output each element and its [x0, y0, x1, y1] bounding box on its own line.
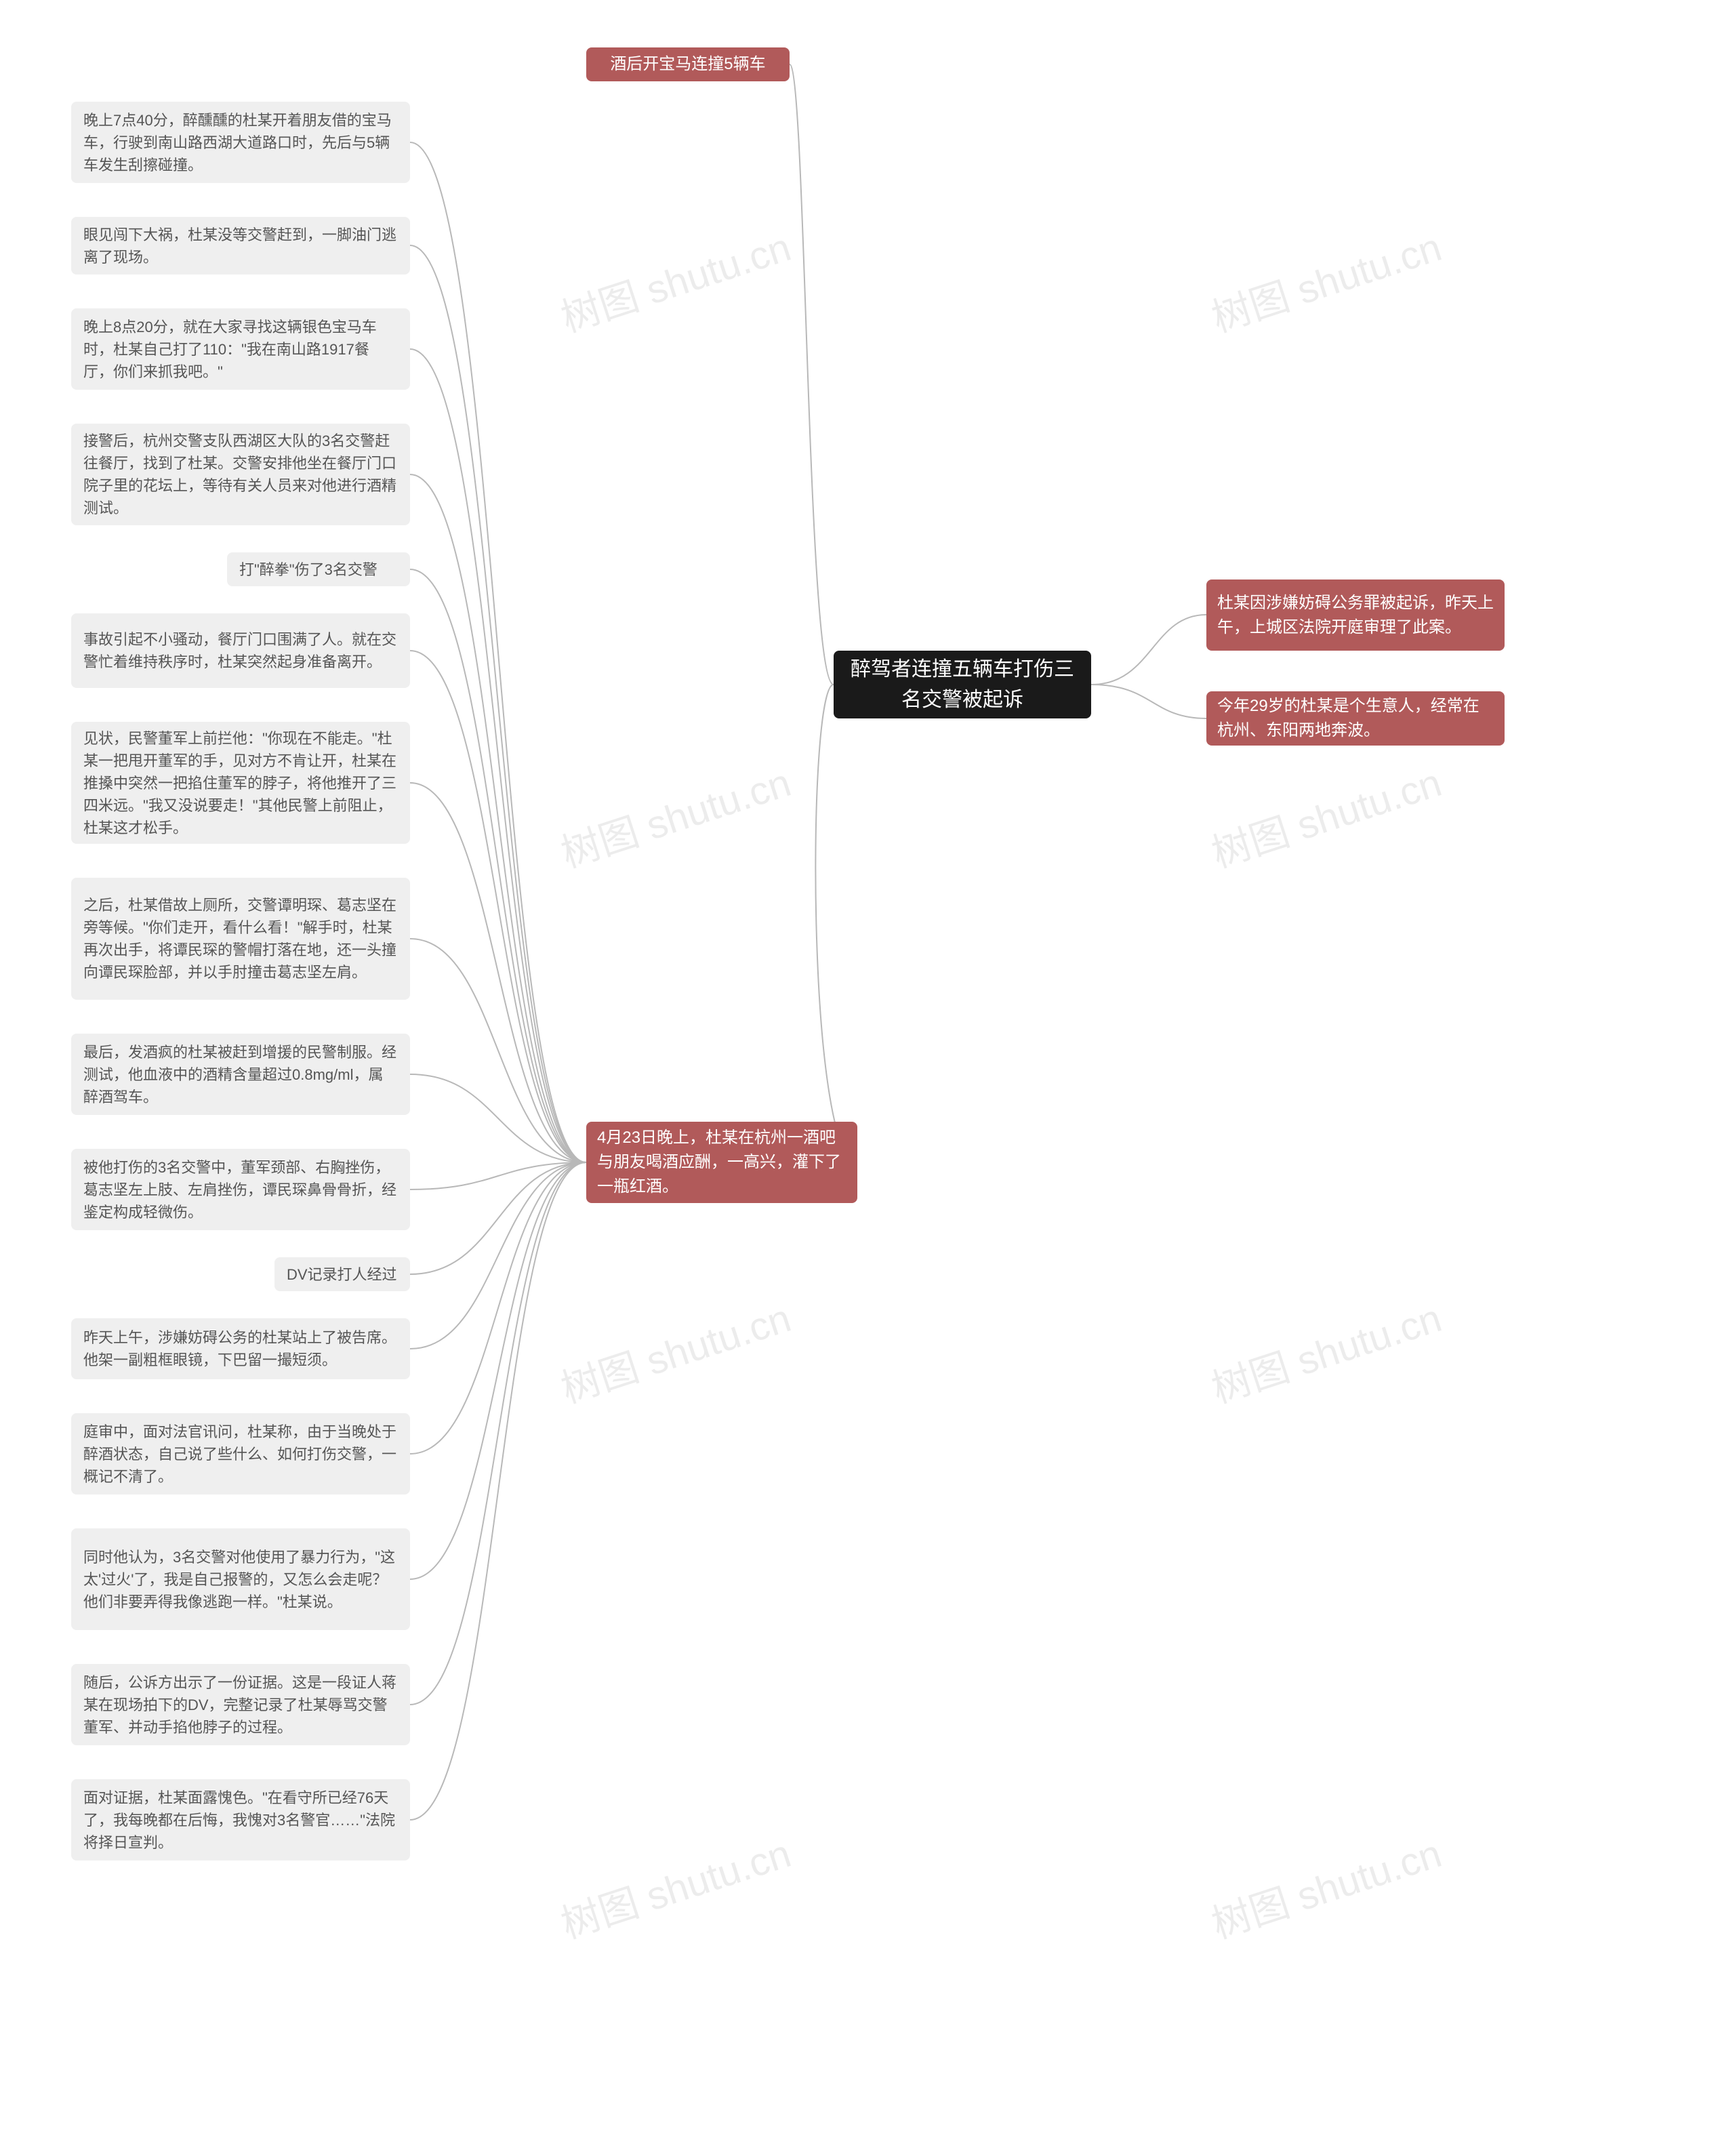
node-label: 杜某因涉嫌妨碍公务罪被起诉，昨天上午，上城区法院开庭审理了此案。 — [1217, 591, 1494, 640]
node-label: 酒后开宝马连撞5辆车 — [610, 52, 765, 77]
detail-node[interactable]: 事故引起不小骚动，餐厅门口围满了人。就在交警忙着维持秩序时，杜某突然起身准备离开… — [71, 613, 410, 688]
detail-node[interactable]: 打"醉拳"伤了3名交警 — [227, 552, 410, 586]
detail-node[interactable]: 最后，发酒疯的杜某被赶到增援的民警制服。经测试，他血液中的酒精含量超过0.8mg… — [71, 1034, 410, 1115]
detail-node[interactable]: 随后，公诉方出示了一份证据。这是一段证人蒋某在现场拍下的DV，完整记录了杜某辱骂… — [71, 1664, 410, 1745]
node-label: 随后，公诉方出示了一份证据。这是一段证人蒋某在现场拍下的DV，完整记录了杜某辱骂… — [83, 1671, 398, 1738]
detail-node[interactable]: 眼见闯下大祸，杜某没等交警赶到，一脚油门逃离了现场。 — [71, 217, 410, 274]
node-label: 昨天上午，涉嫌妨碍公务的杜某站上了被告席。他架一副粗框眼镜，下巴留一撮短须。 — [83, 1326, 398, 1371]
node-label: 晚上8点20分，就在大家寻找这辆银色宝马车时，杜某自己打了110："我在南山路1… — [83, 316, 398, 383]
detail-node[interactable]: 被他打伤的3名交警中，董军颈部、右胸挫伤，葛志坚左上肢、左肩挫伤，谭民琛鼻骨骨折… — [71, 1149, 410, 1230]
node-label: 之后，杜某借故上厕所，交警谭明琛、葛志坚在旁等候。"你们走开，看什么看！"解手时… — [83, 894, 398, 983]
node-label: 接警后，杭州交警支队西湖区大队的3名交警赶往餐厅，找到了杜某。交警安排他坐在餐厅… — [83, 430, 398, 519]
watermark: 树图 shutu.cn — [1204, 216, 1448, 343]
watermark: 树图 shutu.cn — [553, 1822, 797, 1949]
node-label: 面对证据，杜某面露愧色。"在看守所已经76天了，我每晚都在后悔，我愧对3名警官…… — [83, 1787, 398, 1854]
watermark: 树图 shutu.cn — [1204, 1822, 1448, 1949]
node-left-top[interactable]: 酒后开宝马连撞5辆车 — [586, 47, 790, 81]
node-label: 同时他认为，3名交警对他使用了暴力行为，"这太'过火'了，我是自己报警的，又怎么… — [83, 1546, 398, 1613]
detail-node[interactable]: 接警后，杭州交警支队西湖区大队的3名交警赶往餐厅，找到了杜某。交警安排他坐在餐厅… — [71, 424, 410, 525]
detail-node[interactable]: 庭审中，面对法官讯问，杜某称，由于当晚处于醉酒状态，自己说了些什么、如何打伤交警… — [71, 1413, 410, 1494]
node-label: 被他打伤的3名交警中，董军颈部、右胸挫伤，葛志坚左上肢、左肩挫伤，谭民琛鼻骨骨折… — [83, 1156, 398, 1223]
node-label: 打"醉拳"伤了3名交警 — [239, 558, 377, 581]
watermark: 树图 shutu.cn — [553, 1286, 797, 1414]
watermark: 树图 shutu.cn — [553, 751, 797, 878]
node-label: 眼见闯下大祸，杜某没等交警赶到，一脚油门逃离了现场。 — [83, 224, 398, 268]
node-label: 见状，民警董军上前拦他："你现在不能走。"杜某一把甩开董军的手，见对方不肯让开，… — [83, 727, 398, 839]
root-label: 醉驾者连撞五辆车打伤三名交警被起诉 — [844, 654, 1080, 715]
detail-node[interactable]: 见状，民警董军上前拦他："你现在不能走。"杜某一把甩开董军的手，见对方不肯让开，… — [71, 722, 410, 844]
detail-node[interactable]: 晚上7点40分，醉醺醺的杜某开着朋友借的宝马车，行驶到南山路西湖大道路口时，先后… — [71, 102, 410, 183]
node-label: 庭审中，面对法官讯问，杜某称，由于当晚处于醉酒状态，自己说了些什么、如何打伤交警… — [83, 1421, 398, 1488]
watermark: 树图 shutu.cn — [1204, 751, 1448, 878]
detail-node[interactable]: DV记录打人经过 — [274, 1257, 410, 1291]
detail-node[interactable]: 同时他认为，3名交警对他使用了暴力行为，"这太'过火'了，我是自己报警的，又怎么… — [71, 1528, 410, 1630]
node-label: 事故引起不小骚动，餐厅门口围满了人。就在交警忙着维持秩序时，杜某突然起身准备离开… — [83, 628, 398, 673]
mindmap-canvas: 醉驾者连撞五辆车打伤三名交警被起诉 杜某因涉嫌妨碍公务罪被起诉，昨天上午，上城区… — [0, 0, 1735, 2156]
node-r2[interactable]: 今年29岁的杜某是个生意人，经常在杭州、东阳两地奔波。 — [1206, 691, 1505, 746]
detail-node[interactable]: 之后，杜某借故上厕所，交警谭明琛、葛志坚在旁等候。"你们走开，看什么看！"解手时… — [71, 878, 410, 1000]
node-label: 今年29岁的杜某是个生意人，经常在杭州、东阳两地奔波。 — [1217, 694, 1494, 743]
node-r1[interactable]: 杜某因涉嫌妨碍公务罪被起诉，昨天上午，上城区法院开庭审理了此案。 — [1206, 579, 1505, 651]
detail-node[interactable]: 面对证据，杜某面露愧色。"在看守所已经76天了，我每晚都在后悔，我愧对3名警官…… — [71, 1779, 410, 1860]
root-node[interactable]: 醉驾者连撞五辆车打伤三名交警被起诉 — [834, 651, 1091, 718]
node-label: DV记录打人经过 — [287, 1263, 397, 1286]
detail-node[interactable]: 晚上8点20分，就在大家寻找这辆银色宝马车时，杜某自己打了110："我在南山路1… — [71, 308, 410, 390]
detail-node[interactable]: 昨天上午，涉嫌妨碍公务的杜某站上了被告席。他架一副粗框眼镜，下巴留一撮短须。 — [71, 1318, 410, 1379]
node-left-main[interactable]: 4月23日晚上，杜某在杭州一酒吧与朋友喝酒应酬，一高兴，灌下了一瓶红酒。 — [586, 1122, 857, 1203]
node-label: 晚上7点40分，醉醺醺的杜某开着朋友借的宝马车，行驶到南山路西湖大道路口时，先后… — [83, 109, 398, 176]
watermark: 树图 shutu.cn — [1204, 1286, 1448, 1414]
node-label: 最后，发酒疯的杜某被赶到增援的民警制服。经测试，他血液中的酒精含量超过0.8mg… — [83, 1041, 398, 1108]
watermark: 树图 shutu.cn — [553, 216, 797, 343]
node-label: 4月23日晚上，杜某在杭州一酒吧与朋友喝酒应酬，一高兴，灌下了一瓶红酒。 — [597, 1126, 846, 1199]
